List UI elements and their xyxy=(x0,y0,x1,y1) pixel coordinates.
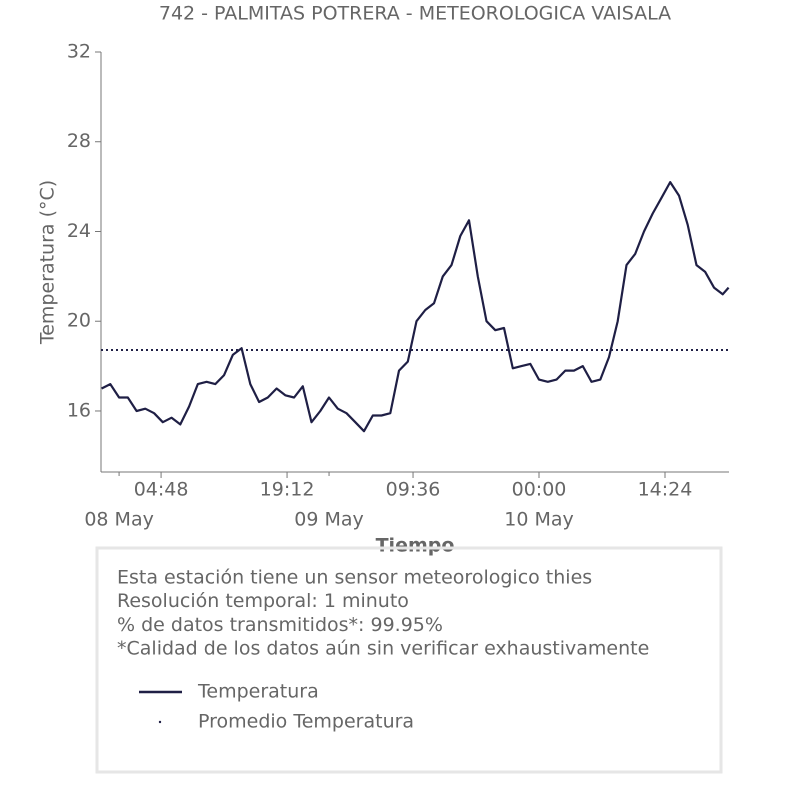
y-tick-label: 24 xyxy=(67,220,91,242)
date-tick-label: 08 May xyxy=(84,509,154,531)
y-tick-label: 32 xyxy=(67,41,91,63)
legend-label: Promedio Temperatura xyxy=(198,711,414,733)
x-tick-label: 19:12 xyxy=(260,479,315,501)
x-tick-label: 14:24 xyxy=(638,479,693,501)
date-tick-label: 10 May xyxy=(504,509,574,531)
y-tick-label: 20 xyxy=(67,310,91,332)
legend-label: Temperatura xyxy=(197,681,319,703)
temperature-line xyxy=(101,181,730,433)
x-tick-label: 04:48 xyxy=(134,479,189,501)
note: % de datos transmitidos*: 99.95% xyxy=(117,614,443,636)
note: *Calidad de los datos aún sin verificar … xyxy=(117,638,649,660)
y-axis-label: Temperatura (°C) xyxy=(37,180,59,345)
y-tick-label: 28 xyxy=(67,130,91,152)
note: Esta estación tiene un sensor meteorolog… xyxy=(117,567,592,589)
info-box xyxy=(95,546,723,774)
note: Resolución temporal: 1 minuto xyxy=(117,590,409,612)
x-tick-label: 00:00 xyxy=(512,479,567,501)
chart-title: 742 - PALMITAS POTRERA - METEOROLOGICA V… xyxy=(159,3,671,25)
legend-swatch xyxy=(158,720,162,724)
x-tick-label: 09:36 xyxy=(386,479,441,501)
y-tick-label: 16 xyxy=(67,399,91,421)
date-tick-label: 09 May xyxy=(294,509,364,531)
x-axis-label: Tiempo xyxy=(376,535,455,557)
